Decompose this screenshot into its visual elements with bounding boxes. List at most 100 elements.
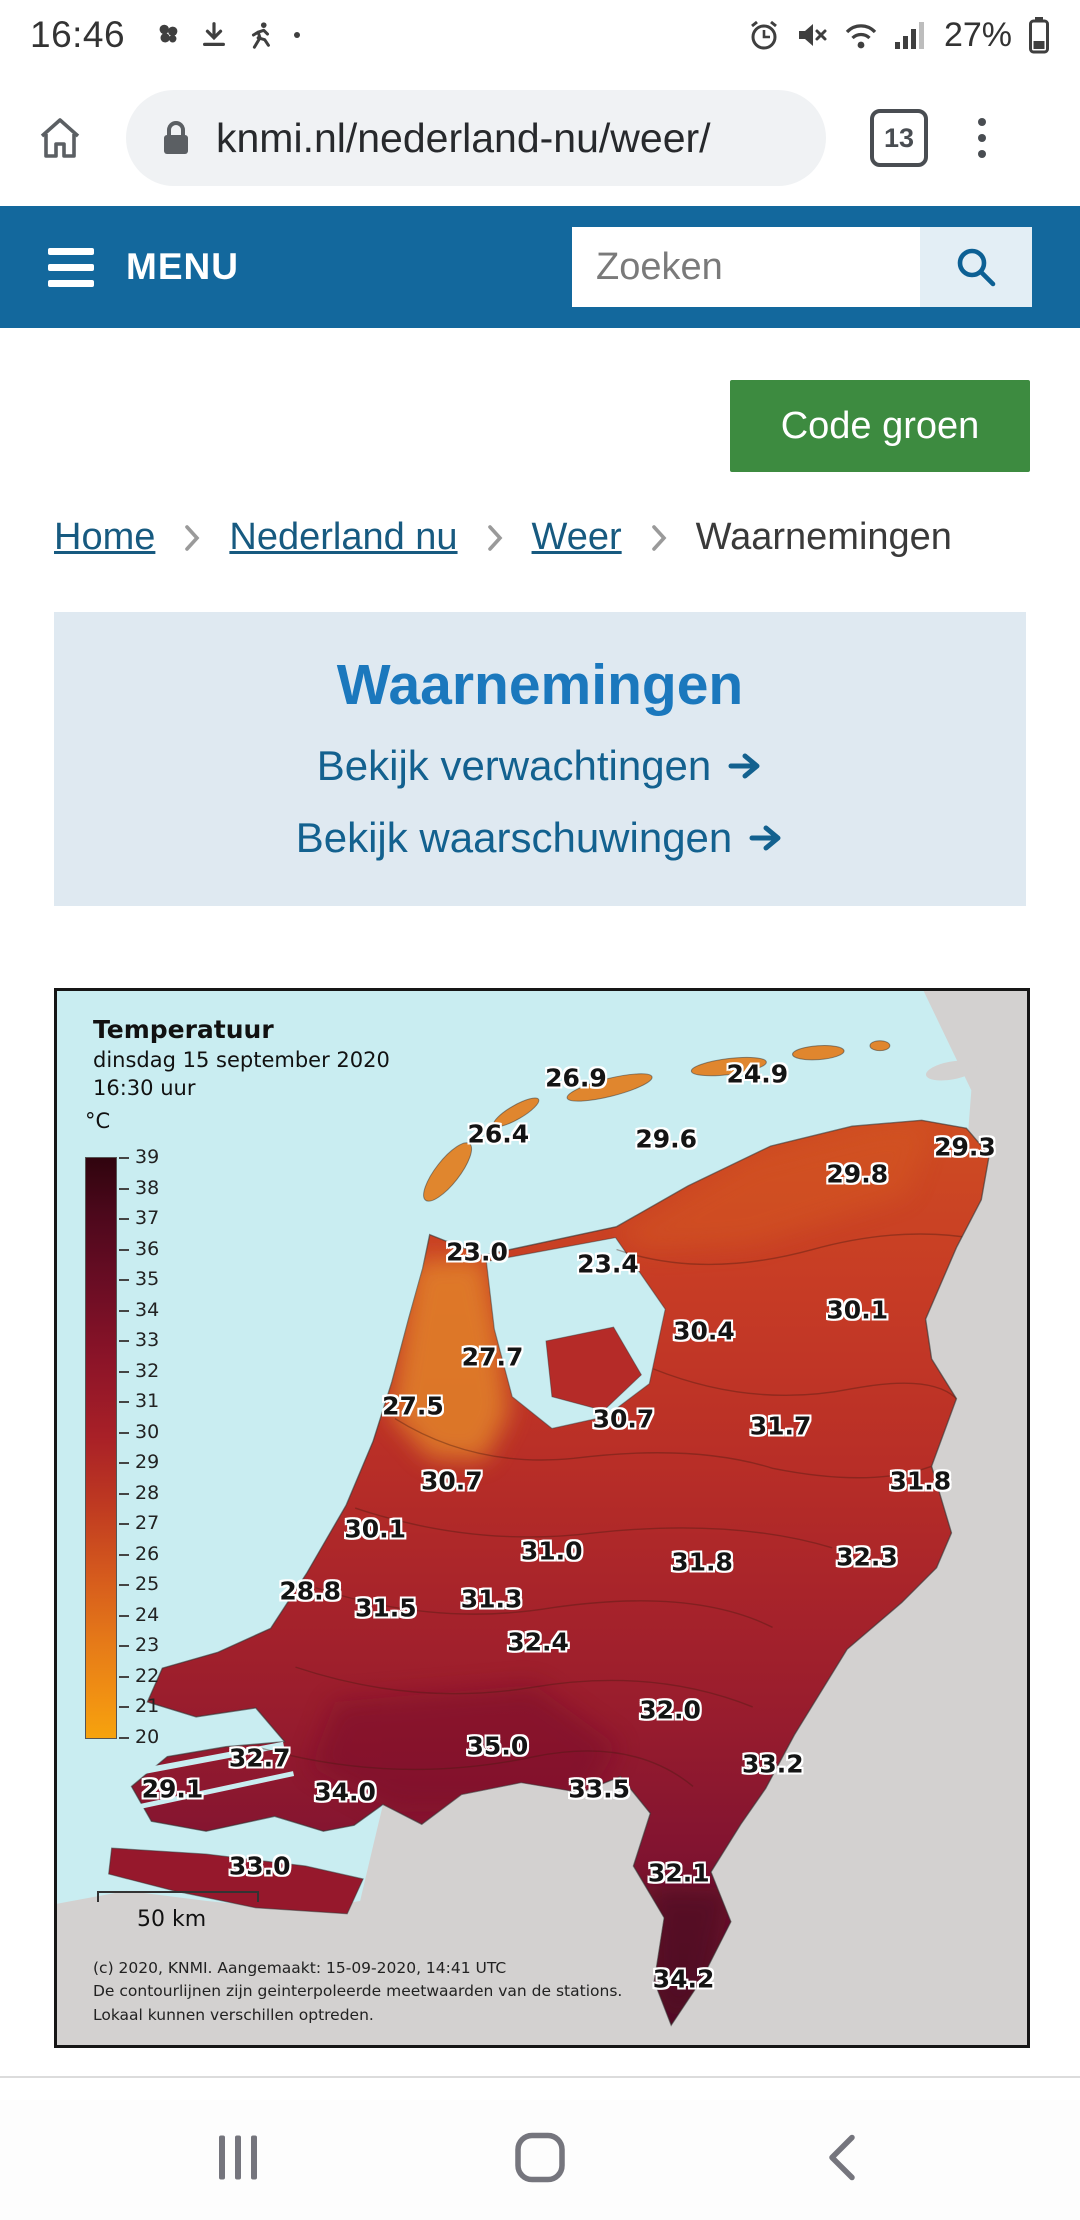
alarm-icon (746, 17, 782, 53)
temperature-reading: 30.1 (826, 1295, 889, 1325)
map-credits: (c) 2020, KNMI. Aangemaakt: 15-09-2020, … (93, 1957, 622, 2027)
breadcrumb-link-nederland-nu[interactable]: Nederland nu (229, 516, 458, 558)
search-button[interactable] (920, 227, 1032, 307)
link-bekijk-waarschuwingen[interactable]: Bekijk waarschuwingen (54, 814, 1026, 862)
temperature-reading: 31.5 (354, 1593, 417, 1623)
android-nav-bar (0, 2100, 1080, 2220)
legend-unit-label: °C (85, 1109, 111, 1133)
temperature-map: Temperatuur dinsdag 15 september 2020 16… (54, 988, 1030, 2048)
battery-icon (1028, 15, 1050, 55)
legend-tick-label: 34 (118, 1298, 160, 1321)
hamburger-menu-icon[interactable] (48, 247, 94, 287)
recents-button[interactable] (216, 2134, 260, 2187)
credit-line: Lokaal kunnen verschillen optreden. (93, 2005, 374, 2024)
home-icon[interactable] (34, 112, 86, 164)
legend-ticks: 39 38 37 36 35 34 33 32 31 30 29 28 27 26 25 24 23 22 21 20 (118, 1146, 185, 1748)
legend-tick-label: 20 (118, 1726, 160, 1748)
browser-menu-button[interactable] (972, 112, 992, 164)
legend-tick-label: 29 (118, 1451, 160, 1474)
weather-alert-button[interactable]: Code groen (730, 380, 1030, 472)
temperature-reading: 29.8 (826, 1159, 889, 1189)
browser-address-bar: knmi.nl/nederland-nu/weer/ 13 (0, 70, 1080, 206)
hero-panel: Waarnemingen Bekijk verwachtingen Bekijk… (54, 612, 1026, 906)
search-input[interactable] (572, 227, 920, 307)
link-label: Bekijk verwachtingen (316, 742, 712, 789)
tab-counter-button[interactable]: 13 (870, 109, 928, 167)
search-icon (953, 244, 999, 290)
chevron-right-icon (486, 523, 504, 553)
arrow-right-icon (748, 823, 784, 853)
netherlands-map-graphic (57, 991, 1027, 2045)
link-bekijk-verwachtingen[interactable]: Bekijk verwachtingen (54, 742, 1026, 790)
temperature-reading: 32.1 (647, 1858, 710, 1888)
temperature-reading: 27.5 (382, 1391, 444, 1421)
status-bar: 16:46 (0, 0, 1080, 70)
link-label: Bekijk waarschuwingen (295, 814, 733, 861)
temperature-reading: 33.5 (568, 1774, 631, 1804)
breadcrumb: Home Nederland nu Weer Waarnemingen (54, 516, 952, 559)
legend-tick-label: 35 (118, 1268, 160, 1291)
lock-icon (160, 119, 192, 157)
legend-tick-label: 24 (118, 1603, 160, 1626)
temperature-reading: 31.7 (749, 1411, 812, 1441)
legend-tick-label: 37 (118, 1207, 160, 1230)
app-notification-icon (153, 20, 183, 50)
chevron-right-icon (650, 523, 668, 553)
menu-button[interactable]: MENU (126, 246, 239, 287)
legend-tick-label: 32 (118, 1359, 160, 1382)
breadcrumb-link-weer[interactable]: Weer (531, 516, 622, 558)
map-scale-label: 50 km (137, 1907, 207, 1932)
breadcrumb-current: Waarnemingen (695, 516, 952, 558)
map-date: dinsdag 15 september 2020 (93, 1048, 390, 1072)
signal-icon (892, 18, 928, 52)
legend-tick-label: 31 (118, 1390, 160, 1413)
temperature-reading: 33.0 (228, 1851, 291, 1881)
temperature-reading: 33.2 (742, 1749, 804, 1779)
temperature-reading: 23.4 (577, 1249, 639, 1279)
more-notifications-dot (291, 29, 303, 41)
divider (0, 2076, 1080, 2078)
credit-line: De contourlijnen zijn geinterpoleerde me… (93, 1982, 623, 2001)
temperature-reading: 30.7 (420, 1466, 483, 1496)
credit-line: (c) 2020, KNMI. Aangemaakt: 15-09-2020, … (93, 1959, 507, 1977)
arrow-right-icon (727, 751, 763, 781)
temperature-reading: 35.0 (466, 1731, 529, 1761)
legend-tick-label: 21 (118, 1695, 160, 1718)
temperature-reading: 27.7 (461, 1342, 524, 1372)
map-time: 16:30 uur (93, 1076, 196, 1100)
legend-tick-label: 22 (118, 1664, 160, 1687)
site-header: MENU (0, 206, 1080, 328)
temperature-reading: 29.1 (141, 1774, 204, 1804)
chevron-right-icon (183, 523, 201, 553)
temperature-reading: 23.0 (446, 1237, 508, 1267)
temperature-reading: 32.7 (228, 1743, 291, 1773)
battery-percent-text: 27% (943, 15, 1012, 54)
temperature-reading: 29.6 (635, 1124, 697, 1154)
download-notification-icon (199, 20, 229, 50)
temperature-reading: 32.4 (507, 1627, 569, 1657)
legend-tick-label: 27 (118, 1512, 160, 1535)
temperature-reading: 30.7 (592, 1404, 655, 1434)
legend-tick-label: 36 (118, 1237, 160, 1260)
temperature-legend-bar (85, 1157, 117, 1739)
home-button[interactable] (513, 2131, 567, 2190)
temperature-reading: 31.3 (460, 1584, 523, 1614)
legend-tick-label: 23 (118, 1634, 160, 1657)
breadcrumb-link-home[interactable]: Home (54, 516, 156, 558)
temperature-reading: 24.9 (726, 1059, 789, 1089)
temperature-reading: 26.9 (545, 1063, 607, 1093)
temperature-reading: 30.1 (344, 1514, 406, 1544)
temperature-reading: 31.8 (671, 1547, 733, 1577)
temperature-reading: 32.0 (639, 1695, 701, 1725)
legend-tick-label: 30 (118, 1420, 160, 1443)
legend-tick-label: 39 (118, 1146, 160, 1168)
map-readings-layer: 26.9 24.9 26.4 29.6 29.3 29.8 23.0 23.4 30.1 30.4… (57, 991, 1027, 2045)
legend-tick-label: 28 (118, 1481, 160, 1504)
wifi-icon (842, 18, 880, 52)
back-button[interactable] (824, 2132, 860, 2189)
temperature-reading: 34.0 (314, 1777, 376, 1807)
legend-tick-label: 38 (118, 1176, 160, 1199)
legend-tick-label: 25 (118, 1573, 160, 1596)
map-heading: Temperatuur dinsdag 15 september 2020 16… (93, 1015, 390, 1100)
url-bar[interactable]: knmi.nl/nederland-nu/weer/ (126, 90, 826, 186)
